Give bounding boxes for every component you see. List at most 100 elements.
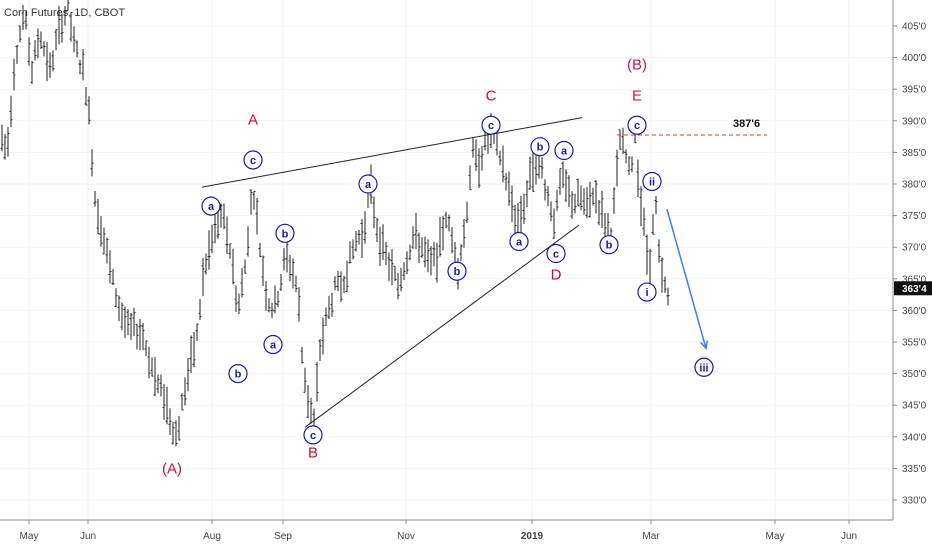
price-bar (123, 306, 127, 339)
price-bar (519, 195, 523, 235)
price-bars (0, 0, 670, 447)
price-bar (426, 239, 430, 273)
price-bar (600, 190, 604, 228)
circled-wave-label: b (447, 261, 467, 281)
y-tick-label: 335'0 (902, 464, 927, 475)
y-tick-label: 385'0 (902, 148, 927, 159)
price-bar (267, 298, 271, 313)
label-circle (243, 150, 263, 170)
price-bar (198, 298, 202, 321)
circled-wave-label: a (201, 196, 221, 216)
price-bar (450, 227, 454, 254)
label-text: a (270, 340, 277, 352)
label-text: b (606, 240, 613, 252)
price-bar (201, 257, 205, 297)
price-bar (159, 374, 163, 397)
price-bar (228, 243, 232, 259)
price-bar (144, 340, 148, 357)
price-bar (564, 169, 568, 202)
price-bar (183, 377, 187, 406)
price-bar (315, 361, 319, 402)
price-bar (531, 152, 535, 192)
y-tick-label: 365'0 (902, 274, 927, 285)
y-tick-label: 370'0 (902, 243, 927, 254)
circled-wave-label: a (554, 140, 574, 161)
price-bar (72, 26, 76, 53)
price-bar (447, 214, 451, 232)
x-tick-label: Nov (397, 531, 415, 542)
price-bar (99, 216, 103, 247)
price-bar (0, 124, 4, 152)
price-bar (573, 193, 577, 214)
price-bar (465, 201, 469, 224)
label-circle (447, 261, 467, 281)
price-bar (357, 229, 361, 245)
price-bar (333, 276, 337, 291)
circled-wave-label: c (243, 150, 263, 170)
price-bar (351, 239, 355, 260)
price-bar (630, 156, 634, 173)
trendline (201, 117, 583, 188)
price-bar (324, 307, 328, 326)
price-bar (444, 211, 448, 229)
y-tick-label: 350'0 (902, 369, 927, 380)
price-bar (663, 276, 667, 293)
price-bar (207, 230, 211, 270)
price-bar (30, 60, 34, 85)
price-bar (141, 322, 145, 351)
price-bar (291, 258, 295, 289)
price-bar (42, 41, 46, 57)
circled-wave-label: b (275, 223, 295, 243)
price-bar (60, 14, 64, 43)
label-text: c (553, 249, 559, 261)
label-text: b (235, 369, 242, 381)
x-tick-label: 2019 (521, 531, 544, 542)
price-bar (423, 236, 427, 268)
price-bar (195, 323, 199, 342)
price-bar (627, 156, 631, 176)
label-circle (358, 174, 378, 194)
price-bar (276, 290, 280, 307)
price-bar (348, 241, 352, 264)
price-bar (75, 40, 79, 58)
y-tick-label: 330'0 (902, 496, 927, 507)
trendline (304, 224, 580, 428)
price-bar (639, 186, 643, 227)
label-text: ii (649, 176, 655, 188)
price-bar (87, 96, 91, 125)
price-bar (273, 285, 277, 314)
label-circle (263, 334, 283, 355)
price-bar (405, 251, 409, 275)
price-bar (381, 224, 385, 261)
price-bar (645, 234, 649, 275)
circled-wave-label: b (530, 137, 550, 157)
y-tick-label: 380'0 (902, 180, 927, 191)
label-text: b (282, 228, 289, 240)
label-circle (546, 243, 566, 264)
price-bar (396, 272, 400, 300)
price-bar (378, 226, 382, 266)
price-bar (36, 28, 40, 59)
price-bar (540, 156, 544, 179)
price-bar (216, 208, 220, 239)
circled-wave-label: ii (642, 171, 662, 192)
price-bar (24, 11, 28, 30)
price-bar (336, 270, 340, 292)
price-bar (9, 95, 13, 128)
price-bar (135, 323, 139, 350)
price-bar (660, 257, 664, 293)
price-bar (327, 295, 331, 320)
price-bar (360, 218, 364, 258)
price-bar (78, 59, 82, 75)
price-bar (102, 227, 106, 255)
price-bar (375, 217, 379, 243)
wave-label: C (486, 88, 497, 105)
circled-wave-label: c (546, 243, 566, 264)
price-bar (618, 129, 622, 150)
y-tick-label: 340'0 (902, 432, 927, 443)
price-bar (270, 302, 274, 319)
circled-wave-label: b (599, 235, 619, 255)
